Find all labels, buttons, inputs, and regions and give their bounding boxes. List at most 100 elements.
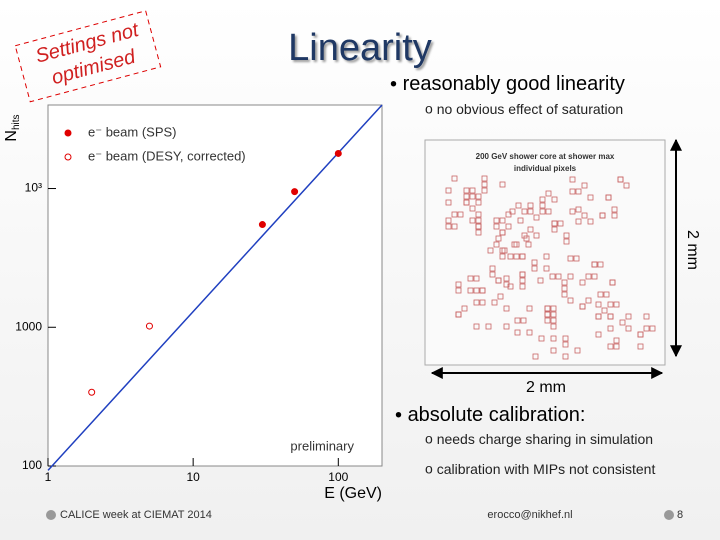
- pixel: [562, 335, 569, 342]
- pixel: [595, 313, 602, 320]
- pixel: [617, 176, 624, 183]
- pixel: [455, 311, 462, 318]
- pixel: [489, 271, 496, 278]
- image-frame: [424, 139, 666, 366]
- footer-dot: [46, 510, 56, 520]
- pixel: [562, 341, 569, 348]
- pixel: [521, 232, 528, 239]
- pixel: [649, 325, 656, 332]
- x-tick-label: 10: [186, 470, 200, 484]
- pixel: [519, 253, 526, 260]
- sub-bullet-text: no obvious effect of saturation: [437, 101, 624, 117]
- pixel: [557, 220, 564, 227]
- pixel: [531, 259, 538, 266]
- pixel: [485, 323, 492, 330]
- sub-bullet: o calibration with MIPs not consistent: [425, 461, 655, 477]
- pixel: [526, 329, 533, 336]
- pixel: [599, 212, 606, 219]
- pixel: [445, 217, 452, 224]
- pixel: [544, 311, 551, 318]
- pixel: [455, 281, 462, 288]
- annotation: preliminary: [290, 438, 354, 453]
- pixel: [619, 319, 626, 326]
- legend-label: e⁻ beam (SPS): [88, 124, 177, 139]
- pixel: [493, 241, 500, 248]
- pixel: [475, 223, 482, 230]
- pixel: [550, 347, 557, 354]
- pixel: [587, 194, 594, 201]
- pixel: [575, 188, 582, 195]
- pixel: [537, 277, 544, 284]
- pixel: [585, 273, 592, 280]
- pixel: [527, 208, 534, 215]
- pixel: [514, 329, 521, 336]
- pixel: [575, 206, 582, 213]
- pixel: [637, 343, 644, 350]
- bullet: • reasonably good linearity: [390, 73, 625, 95]
- pixel: [523, 235, 530, 242]
- pixel: [495, 235, 502, 242]
- pixel: [611, 206, 618, 213]
- pixel: [538, 335, 545, 342]
- pixel: [473, 287, 480, 294]
- y-axis-label: Nhits: [3, 114, 21, 141]
- pixel: [451, 211, 458, 218]
- bullet-text: reasonably good linearity: [403, 73, 625, 95]
- pixel: [550, 305, 557, 312]
- pixel: [625, 313, 632, 320]
- pixel: [539, 196, 546, 203]
- pixel: [579, 279, 586, 286]
- pixel: [469, 217, 476, 224]
- pixel: [551, 226, 558, 233]
- pixel: [539, 202, 546, 209]
- pixel: [550, 335, 557, 342]
- pixel: [451, 175, 458, 182]
- pixel: [503, 281, 510, 288]
- data-point: [88, 388, 96, 396]
- pixel: [463, 187, 470, 194]
- pixel: [513, 253, 520, 260]
- pixel: [579, 303, 586, 310]
- bullet-text: absolute calibration:: [408, 404, 586, 426]
- pixel: [445, 223, 452, 230]
- pixel: [607, 343, 614, 350]
- pixel: [551, 196, 558, 203]
- pixel: [561, 279, 568, 286]
- pixel: [511, 241, 518, 248]
- sub-bullet: o needs charge sharing in simulation: [425, 431, 653, 447]
- pixel: [567, 255, 574, 262]
- pixel: [493, 223, 500, 230]
- y-tick-label: 100: [22, 458, 42, 472]
- pixel: [569, 188, 576, 195]
- pixel: [503, 305, 510, 312]
- pixel: [517, 217, 524, 224]
- pixel: [597, 291, 604, 298]
- pixel: [514, 317, 521, 324]
- pixel: [561, 285, 568, 292]
- pixel: [473, 299, 480, 306]
- image-caption: individual pixels: [514, 164, 577, 173]
- pixel: [587, 218, 594, 225]
- pixel: [544, 305, 551, 312]
- pixel: [562, 353, 569, 360]
- pixel: [597, 261, 604, 268]
- pixel: [519, 277, 526, 284]
- footer-left: CALICE week at CIEMAT 2014: [60, 509, 212, 521]
- pixel: [543, 265, 550, 272]
- pixel: [499, 253, 506, 260]
- data-point: [291, 188, 299, 196]
- pixel: [567, 297, 574, 304]
- pixel: [507, 253, 514, 260]
- pixel: [613, 343, 620, 350]
- sub-bullet-text: calibration with MIPs not consistent: [437, 461, 656, 477]
- chart: Nhits E (GeV) preliminary 100 1000 10³ 1 10 1…: [3, 104, 383, 502]
- pixel: [550, 317, 557, 324]
- x-tick-label: 1: [45, 470, 52, 484]
- pixel: [625, 325, 632, 332]
- pixel: [503, 275, 510, 282]
- pixel: [607, 301, 614, 308]
- y-axis-label-main: N: [3, 130, 20, 142]
- pixel: [643, 313, 650, 320]
- pixel: [507, 283, 514, 290]
